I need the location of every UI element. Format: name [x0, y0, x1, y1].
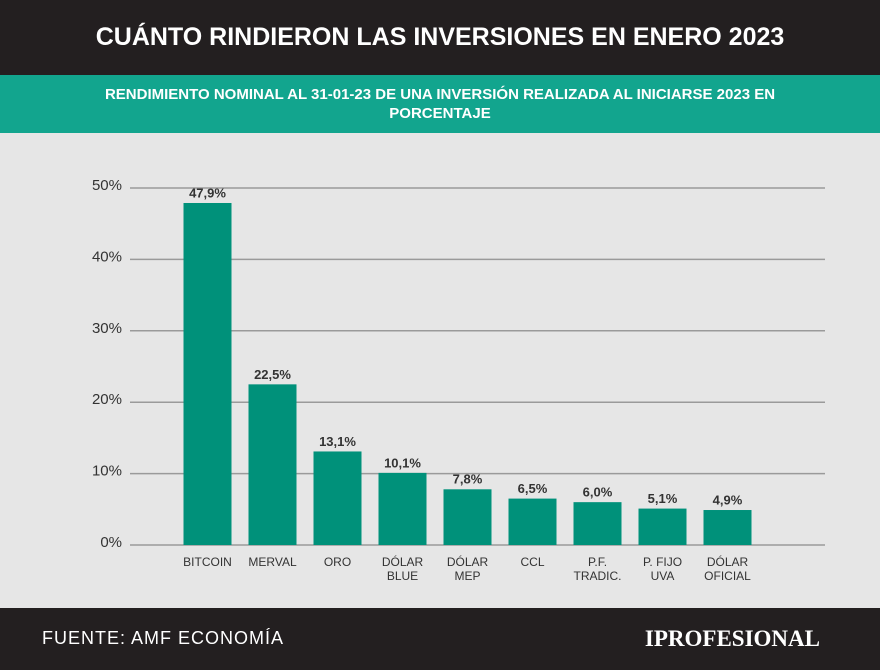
y-tick-label: 0% — [100, 534, 122, 551]
title: CUÁNTO RINDIERON LAS INVERSIONES EN ENER… — [0, 0, 880, 75]
subtitle-band: RENDIMIENTO NOMINAL AL 31-01-23 DE UNA I… — [0, 75, 880, 133]
chart: 0% 10% 20% 30% 40% 50% 47,9% 22,5% 13,1% 10,1% 7,8… — [92, 177, 825, 551]
y-tick-label: 30% — [92, 320, 122, 337]
x-tick-label: ORO — [323, 555, 352, 569]
bar — [313, 451, 362, 545]
value-label: 5,1% — [648, 491, 678, 506]
x-tick-label: P. FIJO UVA — [642, 555, 683, 583]
value-label: 4,9% — [713, 492, 743, 507]
bar — [248, 384, 297, 545]
subtitle: RENDIMIENTO NOMINAL AL 31-01-23 DE UNA I… — [104, 86, 776, 122]
x-tick-label: BITCOIN — [183, 555, 232, 569]
value-label: 6,5% — [518, 481, 548, 496]
y-tick-label: 10% — [92, 463, 122, 480]
bar — [443, 489, 492, 545]
bar — [378, 472, 427, 545]
bar — [508, 498, 557, 545]
y-tick-label: 20% — [92, 391, 122, 408]
value-label: 7,8% — [453, 472, 483, 487]
x-tick-label: DÓLAR BLUE — [381, 555, 424, 583]
x-tick-label: DÓLAR OFICIAL — [704, 555, 751, 583]
value-label: 6,0% — [583, 485, 613, 500]
x-tick-label: P.F. TRADIC. — [573, 555, 622, 583]
bar — [183, 202, 232, 545]
y-tick-label: 40% — [92, 248, 122, 265]
x-tick-label: DÓLAR MEP — [446, 555, 489, 583]
x-tick-label: CCL — [520, 555, 545, 569]
value-label: 13,1% — [319, 434, 356, 449]
source: FUENTE: AMF ECONOMÍA — [42, 628, 285, 648]
value-label: 10,1% — [384, 455, 421, 470]
x-tick-label: MERVAL — [248, 555, 297, 569]
y-tick-label: 50% — [92, 177, 122, 194]
bar — [638, 508, 687, 545]
value-label: 47,9% — [189, 185, 226, 200]
footer: FUENTE: AMF ECONOMÍA IPROFESIONAL — [0, 608, 880, 670]
brand: IPROFESIONAL — [644, 626, 820, 651]
value-label: 22,5% — [254, 367, 291, 382]
bar — [703, 510, 752, 545]
bar — [573, 502, 622, 545]
